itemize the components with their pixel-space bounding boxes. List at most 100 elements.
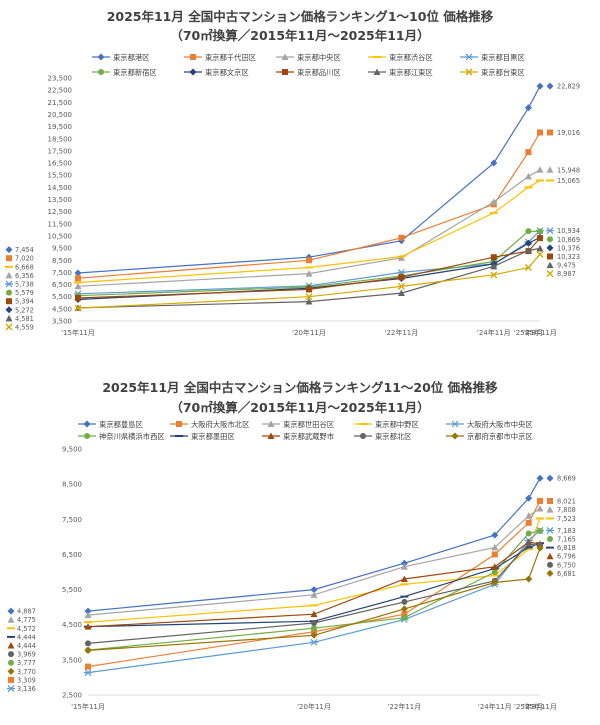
legend-label: 東京都目黒区	[481, 53, 525, 62]
start-value-label: 4,887	[17, 608, 36, 616]
data-point	[398, 274, 405, 281]
end-label-marker	[547, 129, 553, 136]
data-point	[536, 244, 544, 252]
x-tick-label: '22年11月	[388, 702, 422, 711]
data-point	[536, 166, 544, 173]
chart2-ranking-11-20: 東京都豊島区 大阪府大阪市北区 東京都世田谷区 東京都中野区 大阪府大阪市中央区神奈川県…	[7, 420, 576, 711]
start-label-marker	[5, 246, 13, 254]
end-value-label: 9,475	[557, 262, 576, 270]
y-tick-label: 22,500	[48, 87, 73, 95]
series	[84, 474, 544, 677]
data-point	[75, 294, 81, 301]
end-value-label: 8,987	[557, 270, 576, 278]
legend-item: 東京都渋谷区	[368, 53, 433, 62]
legend-label: 東京都中央区	[297, 53, 341, 62]
legend-label: 東京都墨田区	[191, 432, 235, 441]
legend-label: 東京都世田谷区	[283, 420, 334, 429]
end-value-label: 22,829	[557, 83, 580, 91]
start-value-label: 3,770	[17, 668, 36, 676]
series-東京都千代田区	[75, 129, 543, 282]
x-tick-label: '24年11月	[478, 702, 512, 711]
legend-label: 京都府京都市中京区	[467, 432, 533, 441]
data-point	[310, 610, 318, 618]
data-point	[305, 298, 313, 305]
data-point	[537, 528, 543, 535]
start-label-marker	[8, 659, 14, 666]
start-label-marker	[5, 306, 13, 314]
series-line	[77, 169, 541, 287]
x-tick-label: '24年11月	[477, 328, 511, 337]
chart1-title: 2025年11月 全国中古マンション価格ランキング1～10位 価格推移	[106, 9, 494, 24]
end-label-marker	[546, 244, 554, 252]
data-point	[525, 149, 532, 156]
data-point	[84, 607, 92, 615]
y-tick-label: 20,500	[48, 111, 73, 119]
y-tick-label: 3,500	[52, 318, 72, 326]
y-tick-label: 21,500	[48, 99, 73, 107]
start-label-marker	[7, 607, 15, 615]
y-tick-label: 17,500	[48, 147, 73, 155]
series-東京都中央区	[74, 166, 544, 290]
start-value-label: 4,581	[15, 315, 34, 323]
chart1-subtitle: （70㎡換算／2015年11月～2025年11月）	[170, 28, 430, 43]
end-label-marker	[547, 236, 553, 243]
start-label-marker	[5, 271, 13, 279]
data-point	[401, 598, 408, 605]
legend-label: 大阪府大阪市中央区	[467, 420, 533, 429]
y-tick-label: 11,500	[48, 220, 73, 228]
data-point	[491, 569, 498, 575]
end-label-marker	[547, 253, 553, 260]
data-point	[397, 282, 405, 290]
start-value-label: 5,394	[15, 298, 34, 306]
legend-marker	[97, 53, 105, 61]
end-label-marker	[546, 82, 554, 90]
series-東京都豊島区	[84, 474, 544, 615]
data-point	[74, 269, 82, 277]
data-point	[310, 638, 318, 646]
y-tick-label: 2,500	[62, 692, 82, 700]
end-value-label: 6,681	[557, 570, 576, 578]
data-point	[536, 474, 544, 482]
end-value-label: 10,323	[557, 253, 580, 261]
end-value-label: 10,376	[557, 244, 580, 252]
data-point	[536, 82, 544, 90]
data-point	[400, 559, 408, 567]
series-line	[77, 85, 541, 274]
y-tick-label: 4,500	[52, 305, 72, 313]
data-point	[525, 228, 532, 235]
start-value-label: 3,136	[17, 685, 36, 693]
x-tick-label: '25年8月	[514, 702, 543, 711]
data-point	[537, 497, 543, 504]
legend-label: 東京都台東区	[481, 68, 525, 77]
start-value-label: 4,444	[17, 642, 36, 650]
legend-marker	[451, 432, 459, 440]
end-label-marker	[547, 536, 553, 543]
end-value-label: 6,750	[557, 561, 576, 569]
x-tick-label: '25年11月	[523, 328, 557, 337]
start-label-marker	[8, 651, 14, 658]
legend-marker	[176, 421, 182, 427]
data-point	[490, 198, 498, 205]
legend-item: 東京都江東区	[368, 68, 433, 77]
data-point	[75, 275, 81, 282]
end-label-marker	[546, 506, 554, 513]
x-tick-label: '20年11月	[297, 702, 331, 711]
end-label-marker	[547, 561, 553, 568]
end-value-label: 6,818	[557, 544, 576, 552]
data-point	[305, 293, 313, 301]
data-point	[525, 540, 532, 547]
y-tick-label: 10,500	[48, 232, 73, 240]
data-point	[536, 544, 544, 552]
series-line	[87, 547, 541, 651]
data-point	[311, 625, 317, 632]
data-point	[84, 669, 92, 677]
legend-item: 東京都品川区	[276, 68, 341, 77]
legend-marker	[451, 420, 459, 428]
series	[74, 82, 544, 312]
end-label-marker	[546, 552, 554, 560]
start-value-label: 3,969	[17, 651, 36, 659]
data-point	[401, 611, 408, 618]
legend-label: 神奈川県横浜市西区	[99, 432, 165, 441]
